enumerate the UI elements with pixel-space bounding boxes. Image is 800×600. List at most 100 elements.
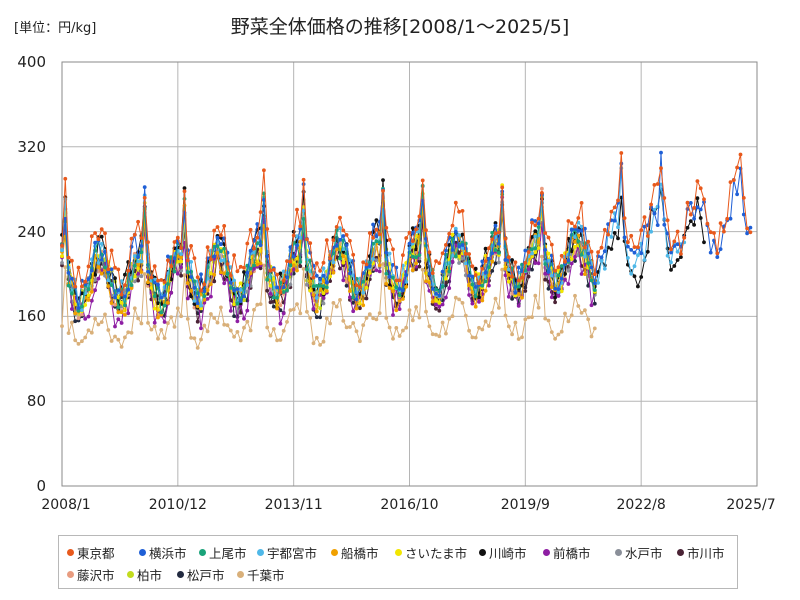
data-point-kawasaki	[616, 236, 620, 241]
data-point-yokohama	[245, 270, 250, 275]
data-point-ageo	[139, 250, 144, 255]
data-point-chiba	[281, 328, 286, 333]
legend-marker	[237, 571, 244, 578]
data-point-funabashi	[391, 289, 395, 294]
data-point-chiba	[195, 346, 200, 350]
data-point-yokohama	[450, 248, 455, 252]
data-point-tokyo	[96, 237, 101, 242]
data-point-fujisawa	[113, 302, 117, 307]
data-point-kawasaki	[679, 255, 683, 259]
data-point-kawasaki	[156, 301, 160, 306]
data-point-tokyo	[252, 246, 256, 251]
data-point-tokyo	[212, 228, 217, 233]
data-point-maebashi	[444, 295, 448, 300]
data-point-chiba	[324, 316, 329, 321]
data-point-tokyo	[255, 235, 260, 240]
data-point-ageo	[473, 294, 478, 299]
data-point-utsunomiya	[60, 248, 64, 253]
data-point-ageo	[265, 277, 270, 282]
data-point-yokohama	[195, 301, 200, 306]
data-point-matsudo	[586, 283, 591, 288]
data-point-chiba	[116, 337, 121, 342]
data-point-ichikawa	[358, 306, 362, 311]
data-point-tokyo	[675, 229, 680, 234]
data-point-yokohama	[126, 287, 131, 292]
data-point-funabashi	[583, 272, 587, 276]
data-point-utsunomiya	[675, 249, 680, 254]
data-point-mito	[132, 279, 137, 284]
data-point-yokohama	[123, 294, 127, 299]
data-point-yokohama	[559, 276, 564, 281]
data-point-tokyo	[609, 209, 614, 214]
data-point-yokohama	[536, 221, 541, 226]
data-point-chiba	[328, 321, 332, 326]
legend-marker	[139, 549, 146, 556]
data-point-funabashi	[549, 285, 554, 289]
data-point-maebashi	[182, 240, 187, 245]
data-point-tokyo	[175, 235, 180, 240]
data-point-yokohama	[258, 243, 263, 248]
data-point-yokohama	[487, 256, 491, 261]
data-point-tokyo	[467, 252, 471, 256]
data-point-kawasaki	[692, 223, 696, 227]
legend-marker	[257, 549, 264, 556]
data-point-tokyo	[271, 267, 276, 272]
data-point-maebashi	[136, 271, 141, 276]
data-point-yokohama	[275, 285, 279, 290]
data-point-fujisawa	[344, 279, 349, 284]
data-point-tokyo	[119, 292, 124, 297]
data-point-matsudo	[232, 314, 237, 318]
data-point-yokohama	[592, 281, 597, 286]
data-point-tokyo	[738, 152, 743, 157]
data-point-chiba	[103, 312, 107, 317]
data-point-yokohama	[440, 269, 445, 274]
data-point-tokyo	[470, 264, 475, 269]
data-point-utsunomiya	[573, 235, 577, 240]
legend-item: 横浜市	[139, 543, 187, 562]
data-point-utsunomiya	[450, 253, 455, 258]
data-point-tokyo	[209, 257, 213, 262]
data-point-tokyo	[242, 265, 246, 270]
data-point-matsudo	[351, 300, 356, 305]
data-point-utsunomiya	[463, 261, 468, 266]
data-point-utsunomiya	[232, 278, 237, 283]
data-point-tokyo	[712, 231, 716, 235]
data-point-tokyo	[619, 151, 624, 155]
data-point-chiba	[430, 332, 435, 337]
data-point-chiba	[358, 339, 362, 344]
data-point-ageo	[487, 265, 491, 270]
x-tick-label: 2008/1	[41, 497, 91, 513]
data-point-maebashi	[447, 286, 452, 291]
legend-marker	[199, 549, 206, 556]
data-point-yokohama	[103, 250, 107, 254]
data-point-kawasaki	[563, 272, 567, 276]
data-point-tokyo	[129, 236, 134, 241]
data-point-maebashi	[89, 298, 94, 303]
data-point-funabashi	[377, 263, 382, 268]
data-point-chiba	[295, 302, 299, 306]
data-point-chiba	[175, 306, 180, 311]
data-point-yokohama	[434, 291, 438, 296]
data-point-tokyo	[123, 283, 127, 288]
data-point-tokyo	[275, 272, 279, 277]
data-point-ageo	[219, 249, 223, 254]
data-point-mito	[288, 282, 293, 287]
data-point-utsunomiya	[301, 208, 306, 213]
data-point-tokyo	[589, 249, 594, 254]
data-point-yokohama	[662, 222, 667, 227]
data-point-chiba	[288, 308, 293, 312]
data-point-tokyo	[540, 191, 544, 195]
data-point-saitama	[119, 300, 124, 305]
data-point-tokyo	[516, 278, 521, 283]
data-point-mito	[374, 258, 379, 262]
data-point-maebashi	[228, 309, 233, 313]
data-point-yokohama	[215, 235, 220, 240]
data-point-utsunomiya	[99, 241, 104, 246]
legend-marker	[479, 549, 486, 556]
data-point-yokohama	[427, 271, 432, 276]
data-point-maebashi	[268, 291, 273, 296]
data-point-yokohama	[238, 299, 243, 303]
data-point-funabashi	[106, 284, 111, 288]
data-point-yokohama	[404, 273, 409, 277]
data-point-chiba	[334, 304, 339, 309]
